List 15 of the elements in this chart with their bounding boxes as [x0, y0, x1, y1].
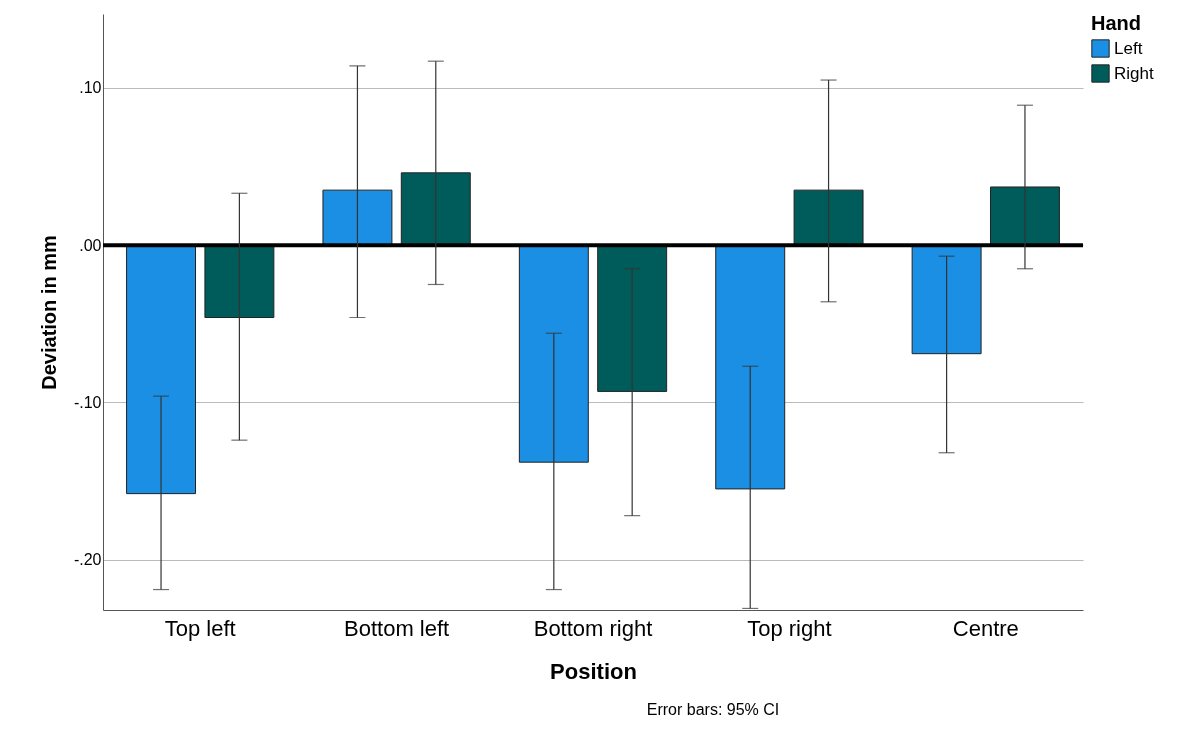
y-tick-label: -.20	[73, 551, 102, 569]
x-tick-label: Bottom left	[344, 615, 450, 641]
y-tick-label: .00	[79, 236, 102, 254]
legend-label: Left	[1114, 38, 1143, 58]
legend-title: Hand	[1091, 12, 1141, 34]
x-tick-label: Top left	[164, 615, 236, 641]
x-tick-label: Top right	[747, 615, 832, 641]
x-tick-label: Bottom right	[533, 615, 653, 641]
x-axis-title: Position	[550, 658, 637, 684]
x-tick-label: Centre	[952, 615, 1019, 641]
y-tick-label: .10	[79, 79, 102, 97]
y-axis-title: Deviation in mm	[37, 235, 60, 390]
y-tick-label: -.10	[73, 393, 102, 411]
text: Error bars: 95% CI	[646, 701, 780, 718]
legend-label: Right	[1114, 63, 1154, 83]
